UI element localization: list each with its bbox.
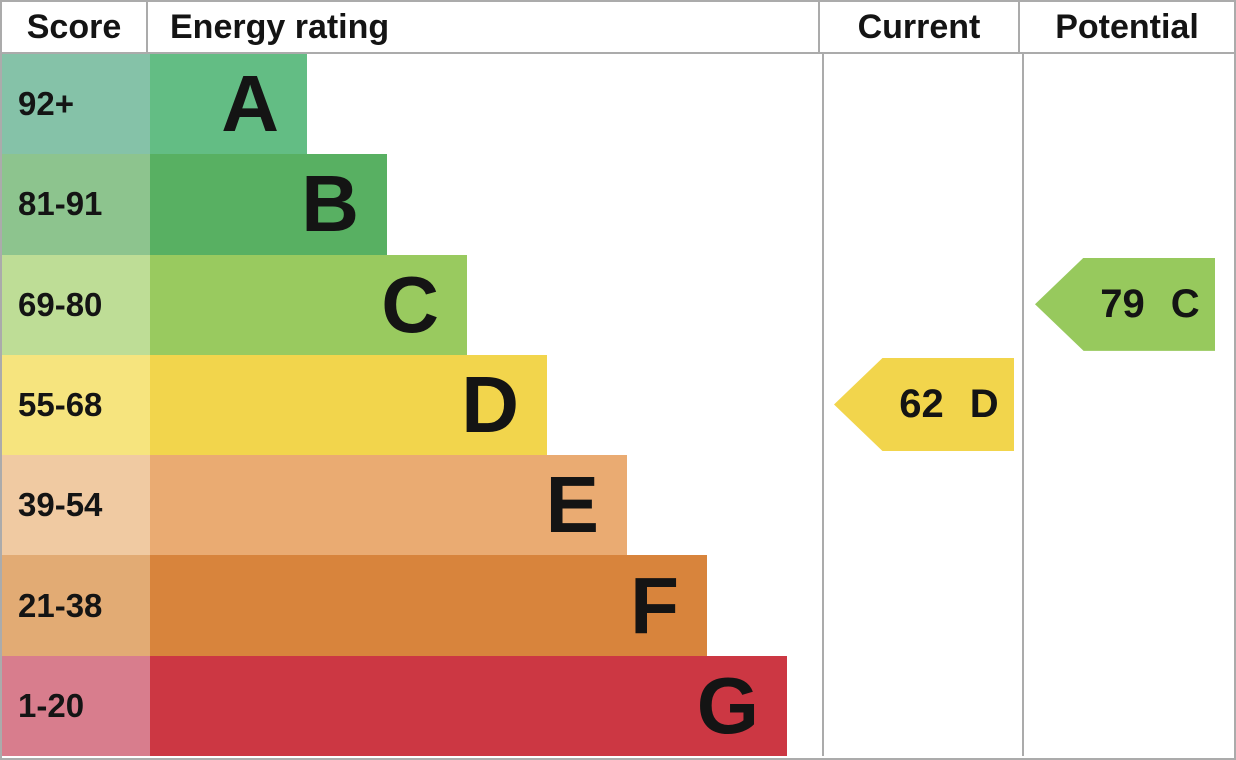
band-row-c: 69-80 C <box>2 254 822 355</box>
band-bar-a: A <box>150 54 307 155</box>
band-bar-b: B <box>150 154 387 255</box>
header-score: Score <box>2 2 148 52</box>
potential-grade: C <box>1170 281 1200 326</box>
score-range-d: 55-68 <box>2 354 150 456</box>
score-range-a: 92+ <box>2 54 150 155</box>
band-row-a: 92+ A <box>2 54 822 155</box>
band-row-e: 39-54 E <box>2 455 822 556</box>
current-score: 62 <box>899 381 944 426</box>
score-range-f: 21-38 <box>2 555 150 656</box>
band-row-d: 55-68 D <box>2 354 822 456</box>
header-row: Score Energy rating Current Potential <box>2 2 1234 54</box>
score-range-e: 39-54 <box>2 455 150 556</box>
band-row-g: 1-20 G <box>2 655 822 756</box>
score-range-g: 1-20 <box>2 655 150 756</box>
band-bar-c: C <box>150 254 467 355</box>
header-potential: Potential <box>1055 8 1199 46</box>
band-bar-e: E <box>150 455 627 556</box>
band-row-f: 21-38 F <box>2 555 822 656</box>
band-bar-g: G <box>150 655 787 756</box>
header-current: Current <box>820 2 1020 52</box>
current-grade: D <box>969 381 999 426</box>
current-column: 62 D <box>822 54 1022 756</box>
band-bar-f: F <box>150 555 707 656</box>
header-energy-rating: Energy rating <box>148 2 820 52</box>
bands: 92+ A 81-91 B 69-80 C 55-68 D 39-54 E 21-38 F 1-20 G <box>2 54 822 756</box>
current-arrow: 62 D <box>834 357 1014 452</box>
score-range-b: 81-91 <box>2 154 150 255</box>
potential-column: 79 C <box>1022 54 1234 756</box>
potential-arrow: 79 C <box>1035 257 1215 351</box>
score-range-c: 69-80 <box>2 254 150 355</box>
potential-score: 79 <box>1100 281 1145 326</box>
band-row-b: 81-91 B <box>2 154 822 255</box>
chart-body: 92+ A 81-91 B 69-80 C 55-68 D 39-54 E 21-38 F 1-20 G … <box>2 54 1234 756</box>
band-bar-d: D <box>150 354 547 456</box>
